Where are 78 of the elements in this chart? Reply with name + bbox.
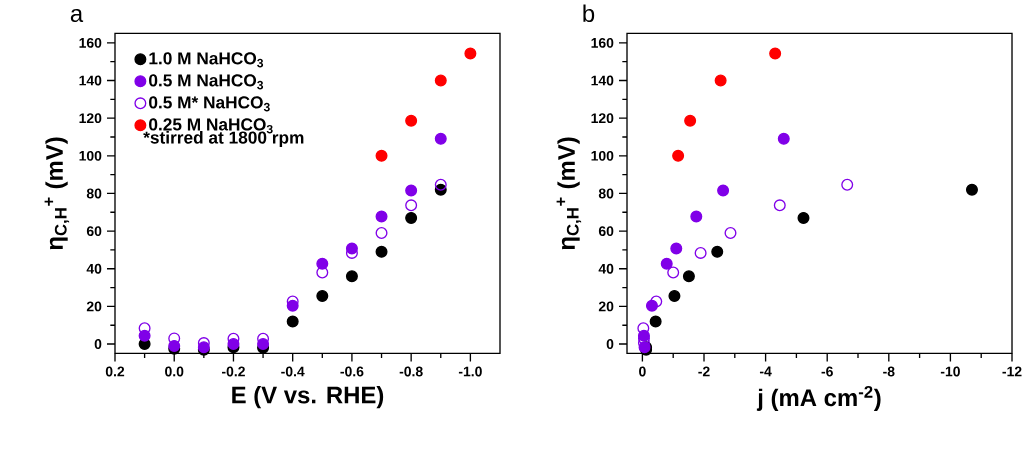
y-tick-label: 100: [79, 150, 102, 161]
y-tick-label: 0: [94, 338, 102, 349]
point: [650, 295, 663, 308]
point: [405, 199, 418, 212]
legend-label: 1.0 M NaHCO$_{3}$: [149, 52, 264, 68]
point: [649, 315, 662, 328]
point: [405, 184, 418, 197]
y-tick-label: 140: [591, 75, 614, 86]
point: [777, 132, 790, 145]
point: [714, 74, 727, 87]
point: [434, 132, 447, 145]
y-tick-label: 100: [591, 150, 614, 161]
chart-title: a: [70, 8, 84, 22]
y-tick-label: 60: [86, 225, 102, 236]
point: [694, 246, 707, 259]
y-tick-label: 20: [598, 301, 614, 312]
point: [375, 210, 388, 223]
y-tick-label: 0: [606, 338, 614, 349]
x-tick-label: 0: [639, 366, 646, 377]
point: [375, 149, 388, 162]
point: [965, 183, 978, 196]
x-tick-label: -0.8: [399, 366, 423, 377]
x-tick-label: -1.0: [458, 366, 482, 377]
point: [405, 211, 418, 224]
point: [668, 289, 681, 302]
point: [717, 184, 730, 197]
point: [375, 245, 388, 258]
x-tick-label: 0.0: [165, 366, 184, 377]
point: [316, 289, 329, 302]
point: [286, 315, 299, 328]
point: [773, 199, 786, 212]
point: [711, 245, 724, 258]
y-tick-label: 140: [79, 75, 102, 86]
y-tick-label: 40: [86, 263, 102, 274]
x-tick-label: -6: [821, 366, 833, 377]
x-tick-label: -12: [1002, 366, 1022, 377]
x-tick-label: -0.2: [221, 366, 245, 377]
point: [464, 47, 477, 60]
point: [405, 114, 418, 127]
point: [434, 74, 447, 87]
x-axis-title: E (V vs. RHE): [232, 385, 384, 409]
point: [667, 266, 680, 279]
x-tick-label: 0.2: [105, 366, 125, 377]
x-tick-label: -8: [883, 366, 895, 377]
y-axis-title: η$_{C,H}$$^{+}$ (mV): [556, 137, 582, 250]
legend-label: 0.5 M* NaHCO$_{3}$: [149, 96, 270, 112]
x-tick-label: -0.4: [281, 366, 305, 377]
y-tick-label: 120: [79, 113, 102, 123]
y-axis-title: η$_{C,H}$$^{+}$ (mV): [44, 137, 70, 250]
y-tick-label: 120: [591, 113, 614, 123]
point: [345, 270, 358, 283]
x-tick-label: -2: [698, 366, 710, 377]
y-tick-label: 20: [86, 301, 102, 312]
point: [672, 149, 685, 162]
point: [670, 242, 683, 255]
x-axis-title: j (mA cm$^{-2}$): [756, 385, 881, 411]
point: [434, 178, 447, 191]
point: [724, 226, 737, 239]
x-tick-label: -4: [759, 366, 772, 376]
point: [682, 270, 695, 283]
y-tick-label: 160: [591, 37, 614, 48]
point: [684, 114, 697, 127]
y-tick-label: 80: [86, 188, 102, 199]
x-tick-label: -0.6: [340, 366, 364, 377]
point: [797, 211, 810, 224]
point: [316, 257, 329, 270]
point: [375, 226, 388, 239]
legend-label: 0.5 M NaHCO$_{3}$: [149, 74, 264, 90]
point: [660, 257, 673, 270]
y-tick-label: 40: [598, 263, 614, 274]
y-tick-label: 160: [79, 37, 102, 48]
point: [769, 47, 782, 60]
chart-title: b: [583, 4, 595, 22]
y-tick-label: 60: [598, 225, 614, 236]
y-tick-label: 80: [598, 188, 614, 199]
point: [690, 210, 703, 223]
x-tick-label: -10: [940, 366, 960, 377]
point: [841, 178, 854, 191]
